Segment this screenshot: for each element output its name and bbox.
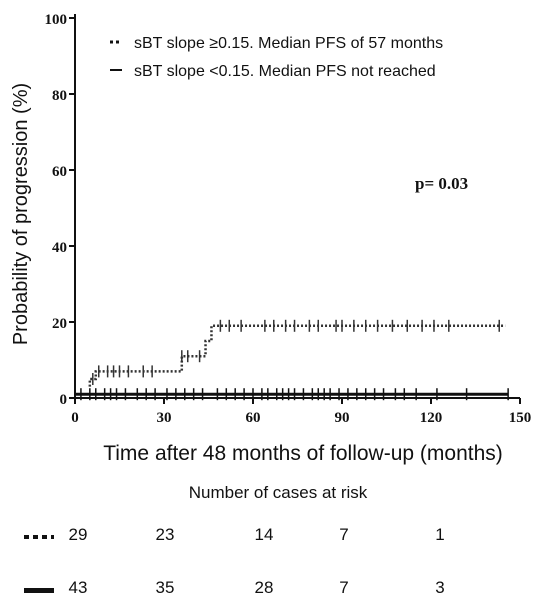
x-tick-label: 120 <box>420 410 443 426</box>
risk-value: 23 <box>155 525 175 544</box>
x-axis-label: Time after 48 months of follow-up (month… <box>103 442 503 465</box>
y-axis-label: Probability of progression (%) <box>10 83 32 345</box>
km-plot: 0 20 40 60 80 100 0 30 60 90 120 150 Probability o… <box>10 12 532 465</box>
risk-value: 1 <box>435 525 445 544</box>
risk-value: 14 <box>254 525 274 544</box>
risk-value: 7 <box>339 578 349 597</box>
x-tick-label: 150 <box>509 410 532 426</box>
risk-value: 43 <box>68 578 88 597</box>
x-tick-label: 60 <box>246 410 261 426</box>
y-tick-label: 40 <box>52 240 67 256</box>
p-value-annotation: p= 0.03 <box>415 174 468 193</box>
series-line-1 <box>88 324 506 387</box>
risk-key-solid <box>24 588 54 593</box>
y-tick-label: 60 <box>52 164 67 180</box>
risk-table-title: Number of cases at risk <box>188 483 368 502</box>
legend: sBT slope ≥0.15. Median PFS of 57 months… <box>110 35 443 80</box>
legend-label-low-slope: sBT slope <0.15. Median PFS not reached <box>134 63 436 80</box>
x-tick-label: 0 <box>71 410 79 426</box>
risk-value: 3 <box>435 578 445 597</box>
y-tick-label: 80 <box>52 88 67 104</box>
risk-row-high-slope: 29 23 14 7 1 <box>0 525 556 549</box>
risk-key-dotted <box>24 535 54 539</box>
risk-row-low-slope: 43 35 28 7 3 <box>0 578 556 602</box>
y-tick-label: 20 <box>52 316 67 332</box>
x-tick-label: 90 <box>335 410 350 426</box>
x-tick-label: 30 <box>157 410 172 426</box>
risk-value: 29 <box>68 525 88 544</box>
risk-value: 28 <box>254 578 274 597</box>
legend-label-high-slope: sBT slope ≥0.15. Median PFS of 57 months <box>134 35 443 52</box>
risk-value: 7 <box>339 525 349 544</box>
y-tick-label: 100 <box>45 12 68 28</box>
risk-value: 35 <box>155 578 175 597</box>
y-tick-label: 0 <box>60 392 68 408</box>
